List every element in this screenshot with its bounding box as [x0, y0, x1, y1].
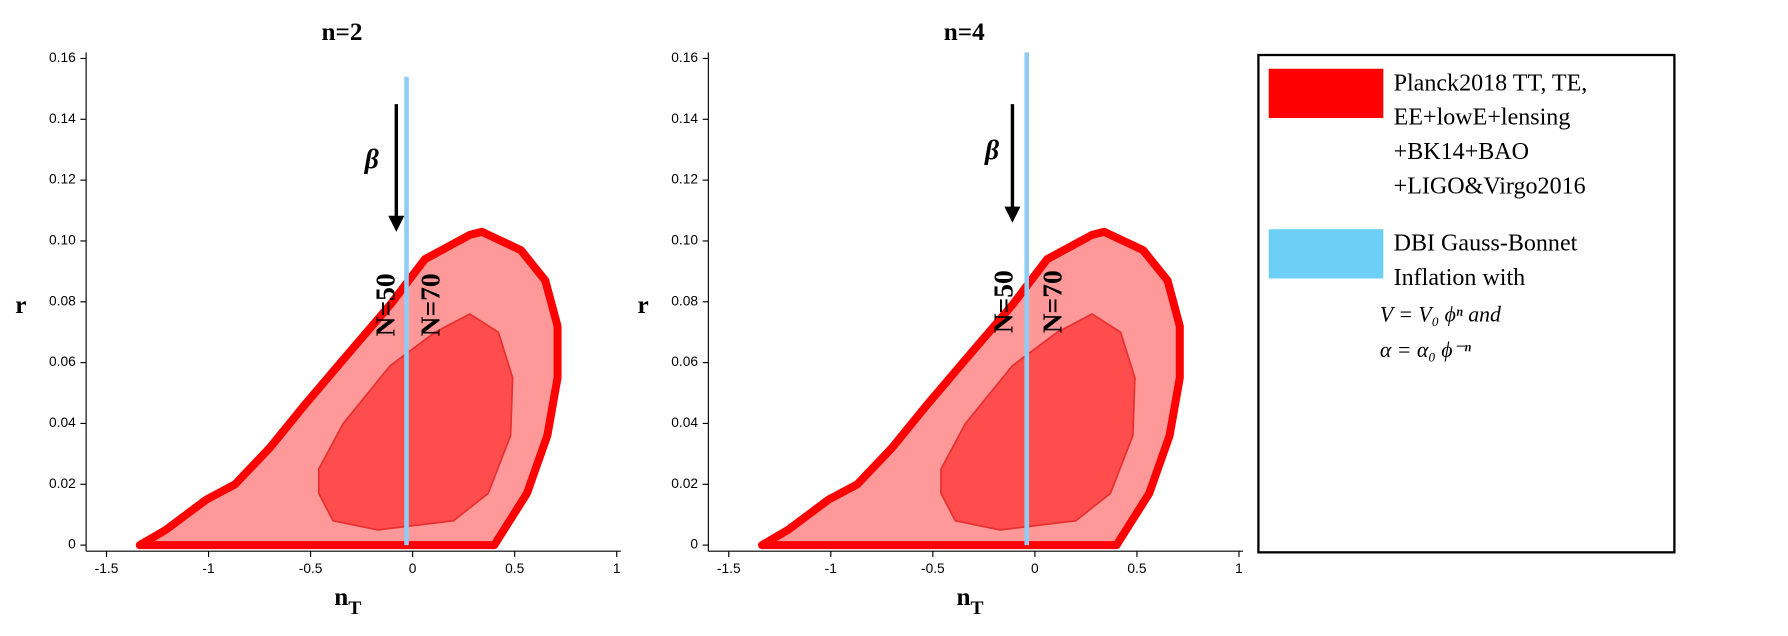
x-tick-label: -1.5	[95, 561, 119, 576]
chart-title: n=2	[322, 19, 363, 46]
annotation: N=50	[369, 273, 400, 336]
y-tick-label: 0.12	[49, 172, 76, 187]
y-tick-label: 0.02	[671, 476, 698, 491]
arrow-head	[388, 215, 405, 232]
legend-formula: V = V₀ ϕⁿ and	[1380, 302, 1501, 326]
legend-text: DBI Gauss-Bonnet	[1394, 231, 1578, 257]
y-tick-label: 0.10	[671, 233, 698, 248]
y-tick-label: 0.06	[49, 354, 76, 369]
x-axis-label-main: n	[334, 584, 348, 611]
y-axis-label: r	[15, 292, 26, 319]
x-tick-label: -1.5	[717, 561, 741, 576]
x-tick-label: 0	[409, 561, 417, 576]
x-tick-label: -1	[825, 561, 837, 576]
x-tick-label: -0.5	[921, 561, 945, 576]
x-axis-label-sub: T	[970, 598, 983, 619]
y-tick-label: 0.16	[671, 50, 698, 65]
x-axis-label-main: n	[956, 584, 970, 611]
legend-text: Planck2018 TT, TE,	[1394, 70, 1588, 96]
y-tick-label: 0	[68, 537, 76, 552]
legend-text: +BK14+BAO	[1394, 139, 1529, 165]
arrow-head	[1004, 206, 1021, 223]
annotation: N=70	[414, 273, 445, 336]
legend-swatch	[1268, 68, 1384, 119]
x-tick-label: -0.5	[299, 561, 323, 576]
x-axis-label: nT	[956, 584, 983, 619]
annotation: N=70	[1037, 270, 1068, 333]
y-tick-label: 0.04	[671, 415, 698, 430]
x-tick-label: -1	[202, 561, 214, 576]
y-tick-label: 0.12	[671, 172, 698, 187]
confidence-region	[940, 313, 1136, 531]
legend-formula: α = α₀ ϕ⁻ⁿ	[1380, 338, 1471, 362]
legend-swatch	[1268, 229, 1384, 279]
x-tick-label: 0.5	[505, 561, 524, 576]
x-tick-label: 1	[1235, 561, 1243, 576]
y-tick-label: 0.10	[49, 233, 76, 248]
annotation: N=50	[988, 270, 1019, 333]
legend-box	[1257, 53, 1676, 554]
legend-text: EE+lowE+lensing	[1394, 105, 1571, 131]
x-tick-label: 1	[613, 561, 621, 576]
annotation: β	[364, 143, 379, 174]
x-axis-label-sub: T	[348, 598, 361, 619]
y-tick-label: 0.08	[671, 293, 698, 308]
annotation: β	[984, 134, 999, 165]
y-tick-label: 0.16	[49, 50, 76, 65]
y-tick-label: 0.06	[671, 354, 698, 369]
chart-title: n=4	[944, 19, 985, 46]
x-tick-label: 0	[1031, 561, 1039, 576]
confidence-region	[317, 313, 514, 531]
y-tick-label: 0.08	[49, 293, 76, 308]
legend-text: +LIGO&Virgo2016	[1394, 173, 1586, 199]
y-tick-label: 0.04	[49, 415, 76, 430]
x-tick-label: 0.5	[1127, 561, 1146, 576]
y-tick-label: 0.02	[49, 476, 76, 491]
y-tick-label: 0.14	[49, 111, 76, 126]
y-axis-label: r	[637, 292, 648, 319]
y-tick-label: 0	[690, 537, 698, 552]
x-axis-label: nT	[334, 584, 361, 619]
legend-text: Inflation with	[1394, 265, 1526, 291]
y-tick-label: 0.14	[671, 111, 698, 126]
